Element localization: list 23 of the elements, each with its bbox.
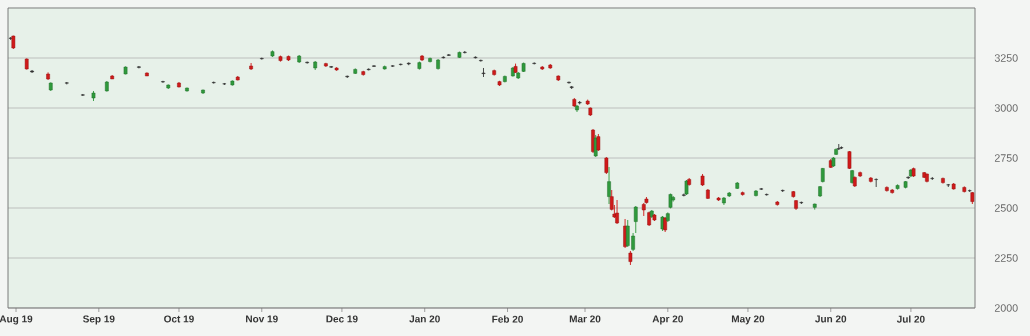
x-tick-label: Jul 20 [896, 315, 925, 323]
x-tick-label: Nov 19 [246, 315, 278, 323]
y-tick-label: 2750 [994, 154, 1018, 162]
candlestick [874, 177, 879, 188]
x-tick-label: Jan 20 [409, 315, 440, 323]
x-tick-label: Mar 20 [569, 315, 601, 323]
x-tick-label: Dec 19 [326, 315, 358, 323]
candlestick [607, 166, 611, 205]
candlestick [567, 81, 571, 85]
y-tick-label: 2250 [994, 254, 1018, 262]
y-tick-label: 3000 [994, 104, 1018, 112]
x-tick-label: Jun 20 [815, 315, 847, 323]
x-tick-label: Oct 19 [164, 315, 194, 323]
y-tick-label: 3250 [994, 54, 1018, 62]
x-tick-label: Sep 19 [83, 315, 115, 325]
x-tick-label: Aug 19 [0, 315, 33, 325]
x-tick-label: Feb 20 [492, 315, 523, 323]
y-tick-label: 2500 [994, 204, 1018, 212]
x-tick-label: May 20 [731, 315, 765, 325]
candlestick [633, 205, 638, 234]
y-tick-label: 2000 [994, 304, 1018, 312]
x-tick-label: Apr 20 [652, 315, 683, 325]
candlestick [906, 175, 911, 180]
